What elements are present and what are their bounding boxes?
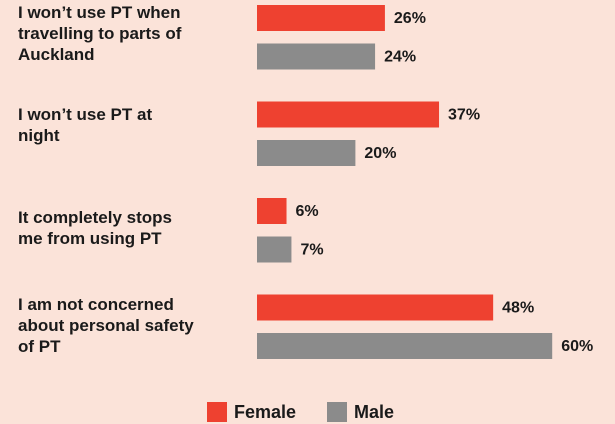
bar (257, 294, 494, 321)
bar (257, 101, 440, 128)
legend-swatch (327, 402, 347, 422)
value-label: 37% (448, 107, 480, 124)
bar (257, 43, 376, 70)
category-label: I won’t use PT at night (18, 105, 153, 145)
value-label: 6% (296, 203, 319, 220)
legend-swatch (207, 402, 227, 422)
legend-label: Male (354, 402, 394, 422)
bar (257, 140, 356, 166)
value-label: 60% (561, 338, 593, 355)
category-label: I won’t use PT when travelling to parts … (18, 3, 182, 64)
bar (257, 5, 385, 31)
value-label: 7% (300, 242, 323, 259)
category-label: I am not concerned about personal safety… (18, 295, 194, 356)
category-label: It completely stops me from using PT (18, 208, 172, 248)
value-label: 24% (384, 49, 416, 66)
value-label: 48% (502, 300, 534, 317)
value-label: 20% (364, 145, 396, 162)
value-label: 26% (394, 10, 426, 27)
bar (257, 198, 287, 224)
bar (257, 236, 292, 263)
legend-label: Female (234, 402, 296, 422)
bar (257, 333, 553, 359)
